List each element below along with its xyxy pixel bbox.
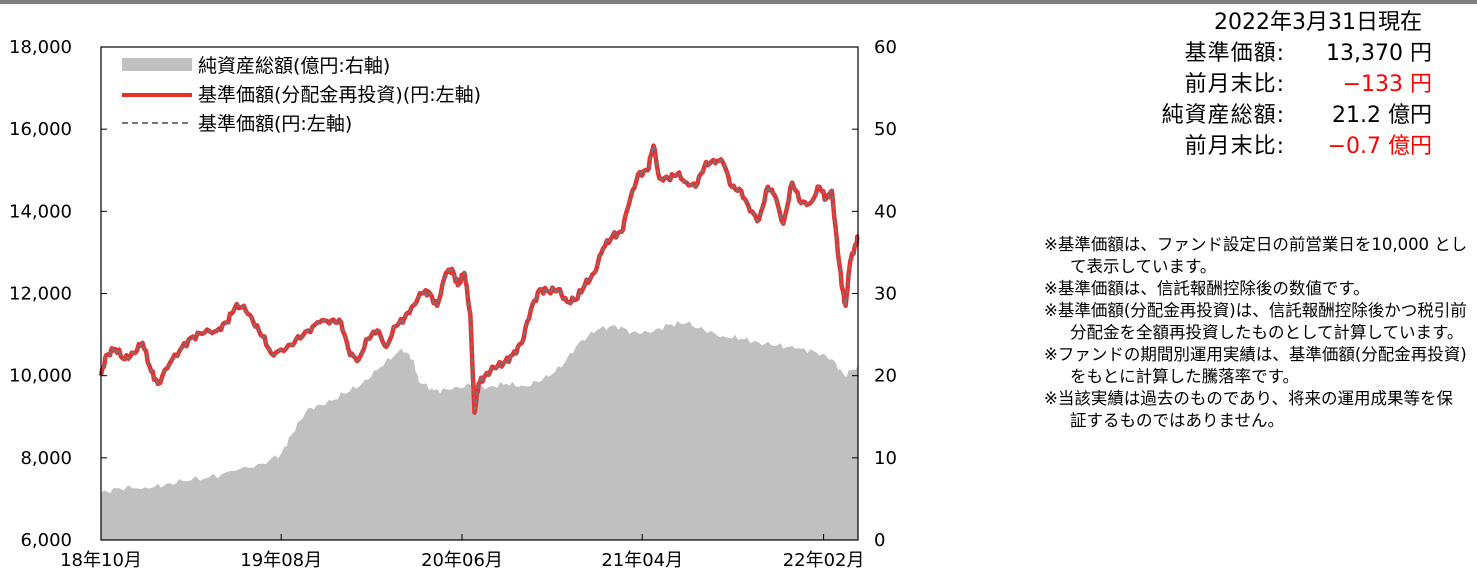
info-row-net-assets-change: 前月末比: −0.7 億円 <box>1040 131 1460 162</box>
right-tick-label: 40 <box>874 201 897 222</box>
left-tick-label: 14,000 <box>9 201 72 222</box>
right-tick-label: 20 <box>874 366 897 387</box>
info-value: 21.2 億円 <box>1332 103 1432 128</box>
info-label: 前月末比: <box>1184 134 1285 159</box>
left-tick-label: 10,000 <box>9 366 72 387</box>
right-tick-label: 60 <box>874 37 897 58</box>
info-row-net-assets: 純資産総額: 21.2 億円 <box>1040 100 1460 131</box>
footnote: ※ファンドの期間別運用実績は、基準価額(分配金再投資)をもとに計算した騰落率です… <box>1044 345 1467 386</box>
legend-swatch-net-assets <box>122 58 192 71</box>
legend-label-nav: 基準価額(円:左軸) <box>198 113 352 135</box>
left-tick-label: 6,000 <box>20 530 72 551</box>
footnote: ※基準価額は、ファンド設定日の前営業日を10,000 として表示しています。 <box>1044 235 1468 276</box>
as-of-date: 2022年3月31日現在 <box>1214 10 1422 35</box>
info-value: −0.7 億円 <box>1327 134 1432 159</box>
info-label: 基準価額: <box>1184 41 1285 66</box>
info-row-nav-change: 前月末比: −133 円 <box>1040 69 1460 100</box>
left-axis-ticks: 6,000 8,000 10,000 12,000 14,000 16,000 18,000 <box>9 37 107 551</box>
right-tick-label: 0 <box>874 530 885 551</box>
left-tick-label: 12,000 <box>9 284 72 305</box>
right-tick-label: 50 <box>874 119 897 140</box>
info-value: −133 円 <box>1342 72 1432 97</box>
left-tick-label: 8,000 <box>20 448 72 469</box>
info-panel: 2022年3月31日現在 基準価額: 13,370 円 前月末比: −133 円… <box>1040 8 1460 162</box>
info-label: 純資産総額: <box>1161 103 1285 128</box>
net-assets-area <box>101 321 858 540</box>
top-border <box>0 0 1477 4</box>
right-tick-label: 10 <box>874 448 897 469</box>
x-tick-label: 21年04月 <box>601 550 683 571</box>
x-tick-label: 20年06月 <box>421 550 503 571</box>
info-label: 前月末比: <box>1184 72 1285 97</box>
legend-label-nav-reinvested: 基準価額(分配金再投資)(円:左軸) <box>198 84 481 106</box>
footnotes: ※基準価額は、ファンド設定日の前営業日を10,000 として表示しています。 ※… <box>1044 234 1469 432</box>
x-tick-label: 22年02月 <box>783 550 865 571</box>
x-axis-ticks: 18年10月 19年08月 20年06月 21年04月 22年02月 <box>60 534 865 571</box>
info-row-nav: 基準価額: 13,370 円 <box>1040 38 1460 69</box>
net-assets-area-layer <box>101 321 858 540</box>
left-tick-label: 18,000 <box>9 37 72 58</box>
x-tick-label: 18年10月 <box>60 550 142 571</box>
nav-line <box>100 142 859 413</box>
footnote: ※基準価額は、信託報酬控除後の数値です。 <box>1044 279 1370 298</box>
legend-label-net-assets: 純資産総額(億円:右軸) <box>198 55 390 77</box>
info-value: 13,370 円 <box>1326 41 1432 66</box>
right-tick-label: 30 <box>874 284 897 305</box>
right-axis-ticks: 0 10 20 30 40 50 60 <box>852 37 897 551</box>
nav-line-layer <box>98 142 860 415</box>
legend: 純資産総額(億円:右軸) 基準価額(分配金再投資)(円:左軸) 基準価額(円:左… <box>122 55 481 135</box>
footnote: ※基準価額(分配金再投資)は、信託報酬控除後かつ税引前分配金を全額再投資したもの… <box>1044 301 1467 342</box>
x-tick-label: 19年08月 <box>240 550 322 571</box>
nav-chart: 6,000 8,000 10,000 12,000 14,000 16,000 18,000… <box>9 37 897 571</box>
footnote: ※当該実績は過去のものであり、将来の運用成果等を保証するものではありません。 <box>1044 389 1454 430</box>
left-tick-label: 16,000 <box>9 119 72 140</box>
